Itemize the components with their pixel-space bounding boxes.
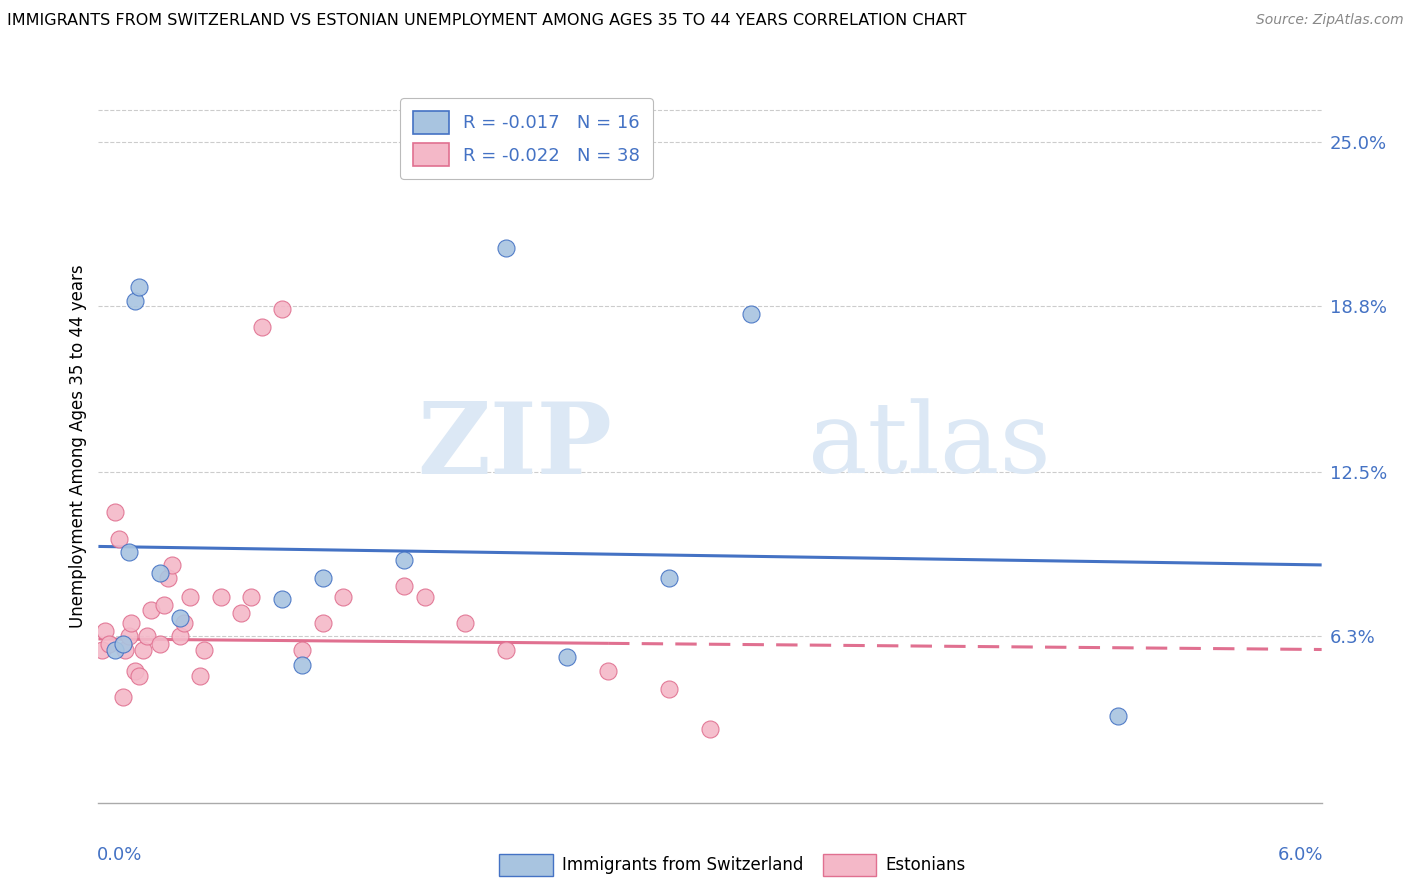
Point [240, 590, 263, 604]
Point [291, 642, 314, 657]
Point [598, 664, 620, 678]
Point [136, 629, 159, 643]
Point [93, 624, 115, 638]
Point [132, 642, 155, 657]
Point [149, 566, 172, 580]
Point [291, 658, 314, 673]
Point [104, 642, 127, 657]
Point [658, 682, 681, 697]
Point [231, 606, 253, 620]
Point [270, 301, 292, 316]
Point [193, 642, 215, 657]
Point [311, 571, 335, 585]
Point [250, 320, 273, 334]
Text: 0.0%: 0.0% [97, 846, 142, 863]
Text: Source: ZipAtlas.com: Source: ZipAtlas.com [1256, 13, 1403, 28]
Point [104, 505, 127, 519]
Point [141, 603, 163, 617]
Point [97, 637, 120, 651]
Text: atlas: atlas [808, 398, 1050, 494]
Point [128, 669, 150, 683]
Point [111, 690, 134, 704]
Text: IMMIGRANTS FROM SWITZERLAND VS ESTONIAN UNEMPLOYMENT AMONG AGES 35 TO 44 YEARS C: IMMIGRANTS FROM SWITZERLAND VS ESTONIAN … [7, 13, 966, 29]
Point [454, 616, 477, 631]
Point [495, 241, 517, 255]
Point [128, 280, 150, 294]
Point [179, 590, 201, 604]
Point [114, 642, 136, 657]
Text: Estonians: Estonians [886, 855, 966, 874]
Point [156, 571, 179, 585]
Legend: R = -0.017   N = 16, R = -0.022   N = 38: R = -0.017 N = 16, R = -0.022 N = 38 [401, 98, 652, 179]
Point [555, 650, 579, 665]
Point [173, 616, 195, 631]
Point [118, 545, 141, 559]
Point [149, 637, 172, 651]
Point [658, 571, 681, 585]
Point [270, 592, 292, 607]
Point [332, 590, 354, 604]
Point [740, 307, 762, 321]
Point [392, 579, 416, 593]
Point [169, 629, 191, 643]
Point [111, 637, 134, 651]
Point [495, 642, 517, 657]
Point [91, 642, 114, 657]
Point [188, 669, 212, 683]
Point [124, 664, 146, 678]
Point [392, 552, 416, 566]
Point [699, 722, 721, 736]
Point [160, 558, 183, 572]
Point [209, 590, 232, 604]
Point [413, 590, 436, 604]
Point [108, 532, 131, 546]
Text: ZIP: ZIP [418, 398, 612, 494]
Text: 6.0%: 6.0% [1278, 846, 1323, 863]
Point [118, 629, 141, 643]
Y-axis label: Unemployment Among Ages 35 to 44 years: Unemployment Among Ages 35 to 44 years [69, 264, 87, 628]
Point [311, 616, 335, 631]
Text: Immigrants from Switzerland: Immigrants from Switzerland [562, 855, 804, 874]
Point [169, 611, 191, 625]
Point [152, 598, 174, 612]
Point [120, 616, 142, 631]
Point [1107, 708, 1129, 723]
Point [124, 293, 146, 308]
